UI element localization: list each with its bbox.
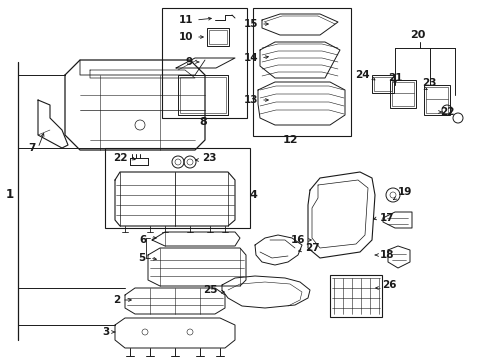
Text: 11: 11 (178, 15, 193, 25)
Text: 19: 19 (397, 187, 411, 197)
Text: 5: 5 (138, 253, 145, 263)
Text: 15: 15 (243, 19, 258, 29)
Text: 2: 2 (113, 295, 120, 305)
Bar (425, 87, 447, 113)
Text: 17: 17 (379, 213, 394, 223)
Text: 10: 10 (178, 32, 193, 42)
Bar (178, 75, 227, 115)
Bar (391, 82, 413, 106)
Text: 4: 4 (249, 190, 257, 200)
Text: 22: 22 (439, 107, 453, 117)
Text: 8: 8 (199, 117, 206, 127)
Text: 9: 9 (185, 57, 193, 67)
Bar (105, 148, 249, 228)
Text: 18: 18 (379, 250, 394, 260)
Text: 12: 12 (282, 135, 297, 145)
Bar (208, 30, 226, 44)
Text: 27: 27 (305, 243, 319, 253)
Text: 24: 24 (355, 70, 369, 80)
Text: 13: 13 (243, 95, 258, 105)
Text: 23: 23 (202, 153, 216, 163)
Text: 16: 16 (290, 235, 305, 245)
Bar (206, 28, 228, 46)
Bar (180, 77, 225, 113)
Bar (371, 75, 393, 93)
Text: 20: 20 (409, 30, 425, 40)
Text: 1: 1 (6, 189, 14, 202)
Bar (389, 80, 415, 108)
Bar (162, 8, 246, 118)
Text: 26: 26 (381, 280, 396, 290)
Text: 23: 23 (421, 78, 436, 88)
Text: 21: 21 (387, 73, 402, 83)
Bar (423, 85, 449, 115)
Bar (252, 8, 350, 136)
Text: 25: 25 (203, 285, 218, 295)
Bar (329, 275, 381, 317)
Text: 14: 14 (243, 53, 258, 63)
Text: 7: 7 (29, 143, 36, 153)
Bar (373, 77, 391, 91)
Text: 3: 3 (102, 327, 110, 337)
Text: 6: 6 (140, 235, 147, 245)
Text: 22: 22 (113, 153, 128, 163)
